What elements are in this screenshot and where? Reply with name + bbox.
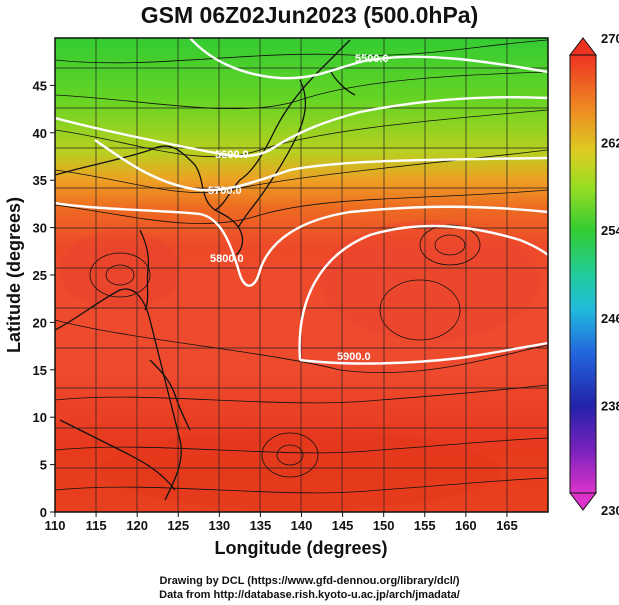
- streamlines: [55, 39, 548, 494]
- y-tick-label: 20: [33, 315, 47, 330]
- y-tick-label: 10: [33, 410, 47, 425]
- contour-5600: [55, 95, 548, 158]
- contour-label: 5600.0: [215, 149, 249, 161]
- y-axis-label: Latitude (degrees): [4, 197, 24, 353]
- contour-5500: [189, 38, 548, 80]
- height-contours: [55, 38, 548, 365]
- x-tick-label: 115: [86, 518, 107, 533]
- contour-label: 5900.0: [337, 351, 371, 363]
- y-tick-label: 25: [33, 268, 47, 283]
- x-tick-label: 160: [455, 518, 477, 533]
- y-tick-label: 40: [33, 126, 47, 141]
- x-axis-label: Longitude (degrees): [214, 538, 387, 558]
- x-axis-ticks: 110 115 120 125 130 135 140 145 150 155 160 165: [45, 512, 518, 533]
- contour-label: 5800.0: [210, 253, 244, 265]
- contour-5900: [298, 224, 548, 365]
- colorbar-tick-label: 246: [601, 311, 619, 326]
- credit-data-source: Data from http://database.rish.kyoto-u.a…: [159, 589, 460, 601]
- contour-label: 5500.0: [355, 53, 389, 65]
- colorbar: [569, 54, 597, 494]
- x-tick-label: 120: [126, 518, 148, 533]
- colorbar-top-arrow: [568, 37, 598, 56]
- x-tick-label: 135: [250, 518, 272, 533]
- x-tick-label: 155: [414, 518, 436, 533]
- colorbar-bottom-arrow: [568, 492, 598, 511]
- y-tick-label: 35: [33, 173, 47, 188]
- contour-label: 5700.0: [208, 185, 242, 197]
- warm-anomaly: [60, 230, 180, 310]
- x-tick-label: 165: [496, 518, 518, 533]
- colorbar-tick-label: 230: [601, 503, 619, 518]
- x-tick-label: 110: [45, 518, 66, 533]
- x-tick-label: 150: [373, 518, 395, 533]
- y-tick-label: 30: [33, 221, 47, 236]
- x-tick-label: 140: [291, 518, 313, 533]
- y-tick-label: 0: [40, 505, 47, 520]
- y-tick-label: 15: [33, 363, 47, 378]
- y-tick-label: 45: [33, 78, 47, 93]
- x-tick-label: 145: [332, 518, 354, 533]
- warm-anomaly: [100, 430, 500, 510]
- credit-drawing: Drawing by DCL (https://www.gfd-dennou.o…: [159, 575, 460, 587]
- y-axis-ticks: 0 5 10 15 20 25 30 35 40 45: [33, 78, 55, 520]
- colorbar-ticks: 270 262 254 246 238 230: [601, 31, 619, 518]
- warm-anomaly: [320, 220, 540, 340]
- x-tick-label: 125: [167, 518, 189, 533]
- x-tick-label: 130: [208, 518, 230, 533]
- colorbar-tick-label: 238: [601, 398, 619, 413]
- contour-5800: [55, 201, 548, 287]
- colorbar-tick-label: 254: [601, 223, 619, 238]
- y-tick-label: 5: [40, 458, 47, 473]
- colorbar-tick-label: 262: [601, 136, 619, 151]
- contour-5700: [94, 139, 548, 192]
- colorbar-tick-label: 270: [601, 31, 619, 46]
- chart-title: GSM 06Z02Jun2023 (500.0hPa): [140, 2, 479, 28]
